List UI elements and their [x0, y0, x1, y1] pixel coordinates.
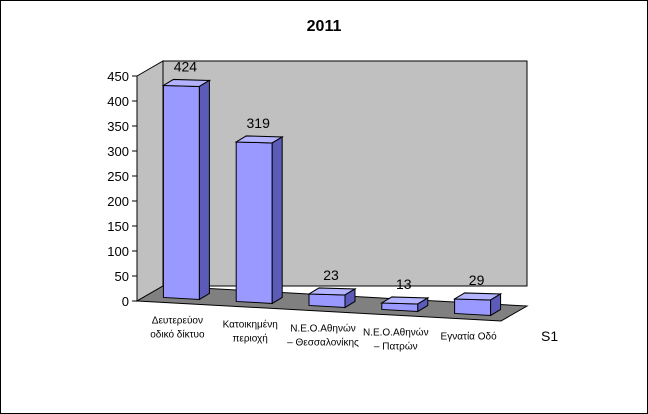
- category-label: οδικό δίκτυο: [150, 328, 205, 340]
- data-label: 319: [247, 115, 271, 131]
- category-label: – Πατρών: [374, 340, 418, 352]
- category-label: Ν.Ε.Ο.Αθηνών: [290, 322, 356, 334]
- y-tick-label: 300: [107, 144, 129, 159]
- bar-front: [454, 298, 492, 316]
- side-wall: [136, 60, 164, 302]
- bar-front: [308, 293, 346, 308]
- y-tick-label: 350: [107, 119, 129, 134]
- category-label: Ν.Ε.Ο.Αθηνών: [363, 326, 429, 338]
- bar-side: [417, 297, 429, 313]
- category-label: Κατοικημένη: [223, 318, 278, 330]
- bar-side: [490, 293, 502, 317]
- category-label: Δευτερεύον: [152, 314, 203, 326]
- y-tick-label: 200: [107, 194, 129, 209]
- data-label: 29: [469, 272, 485, 288]
- bar-side: [198, 79, 210, 301]
- y-tick-label: 250: [107, 169, 129, 184]
- data-label: 23: [323, 267, 339, 283]
- chart-title: 2011: [307, 18, 342, 35]
- y-tick-label: 100: [107, 244, 129, 259]
- category-label: περιοχή: [233, 332, 268, 344]
- category-label: Εγνατία Οδό: [441, 330, 498, 342]
- data-label: 13: [396, 276, 412, 292]
- bar-front: [235, 141, 273, 304]
- y-tick-label: 0: [122, 294, 129, 309]
- y-tick-label: 450: [107, 69, 129, 84]
- bar-side: [271, 136, 283, 305]
- series-axis-label: S1: [541, 328, 558, 344]
- y-tick-label: 400: [107, 94, 129, 109]
- y-tick-label: 50: [115, 269, 129, 284]
- bar-front: [162, 84, 200, 300]
- back-wall: [162, 60, 528, 287]
- category-label: – Θεσσαλονίκης: [287, 336, 359, 348]
- bar-side: [344, 288, 356, 309]
- y-tick-label: 150: [107, 219, 129, 234]
- data-label: 424: [174, 58, 198, 74]
